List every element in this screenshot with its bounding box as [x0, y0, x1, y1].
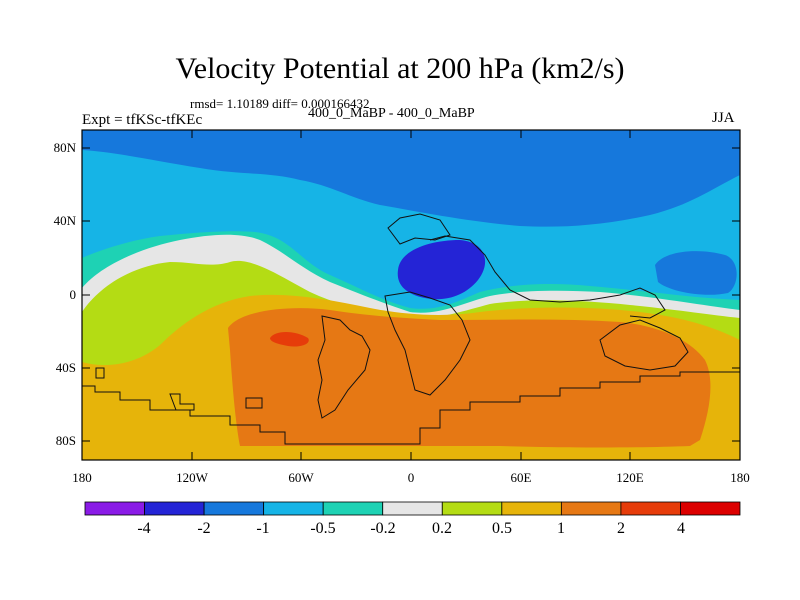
x-tick-label: 60W — [288, 470, 314, 485]
coastline-europe — [387, 213, 451, 245]
coastline-africa — [384, 291, 471, 396]
y-tick-label: 0 — [69, 287, 77, 302]
x-tick-label: 180 — [72, 470, 92, 485]
colorbar-label: -0.2 — [370, 520, 396, 537]
field-orange — [228, 308, 711, 448]
y-tick-label: 80S — [55, 433, 76, 448]
colorbar-label: -4 — [137, 520, 151, 537]
difference-label: 400_0_MaBP - 400_0_MaBP — [308, 106, 475, 121]
colorbar-swatch — [322, 501, 384, 516]
contour-fields — [82, 130, 740, 460]
field-yellow-low-left — [82, 318, 143, 360]
field-northern-blue — [82, 130, 740, 227]
colorbar-label: -0.5 — [310, 520, 336, 537]
x-tick-label: 120E — [616, 470, 644, 485]
x-tick-label: 60E — [510, 470, 532, 485]
y-tick-label: 40S — [55, 360, 76, 375]
colorbar-swatch — [501, 501, 562, 516]
field-pacific-blue-cell — [655, 251, 737, 295]
y-tick-label: 80N — [53, 140, 76, 155]
colorbar-swatch — [680, 501, 741, 516]
colorbar-swatch — [263, 501, 324, 516]
colorbar-swatch — [560, 501, 622, 516]
colorbar-label: -2 — [197, 520, 211, 537]
colorbar-swatch — [441, 501, 503, 516]
colorbar-swatch — [203, 501, 265, 516]
coastline-asia-south — [429, 235, 666, 319]
colorbar-label: 2 — [617, 520, 625, 537]
season-label: JJA — [712, 110, 735, 126]
coastline-australia — [599, 319, 689, 371]
y-tick-label: 40N — [53, 213, 76, 228]
colorbar-label: -1 — [256, 520, 270, 537]
colorbar-swatch — [620, 501, 681, 516]
colorbar-label: 0.2 — [432, 520, 452, 537]
colorbar-swatch — [382, 501, 443, 516]
x-tick-label: 120W — [176, 470, 208, 485]
field-dark-blue-cell — [397, 240, 486, 300]
coastline-islands — [95, 367, 263, 411]
colorbar-swatch — [144, 501, 205, 516]
tick-marks — [81, 130, 741, 460]
field-red-cell — [270, 332, 309, 347]
stats-line: rmsd= 1.10189 diff= 0.000166432 — [190, 96, 370, 111]
coastline-south-america — [317, 315, 371, 419]
coastline-antarctica — [82, 371, 740, 445]
experiment-label: Expt = tfKSc-tfKEc — [82, 112, 203, 128]
x-tick-label: 180 — [730, 470, 750, 485]
x-tick-label: 0 — [407, 470, 415, 485]
coastlines — [82, 213, 740, 445]
colorbar-swatch — [84, 501, 145, 516]
colorbar-label: 1 — [557, 520, 565, 537]
colorbar-label: 0.5 — [492, 520, 512, 537]
chart-title: Velocity Potential at 200 hPa (km2/s) — [175, 52, 625, 85]
colorbar — [84, 501, 741, 516]
colorbar-label: 4 — [677, 520, 685, 537]
